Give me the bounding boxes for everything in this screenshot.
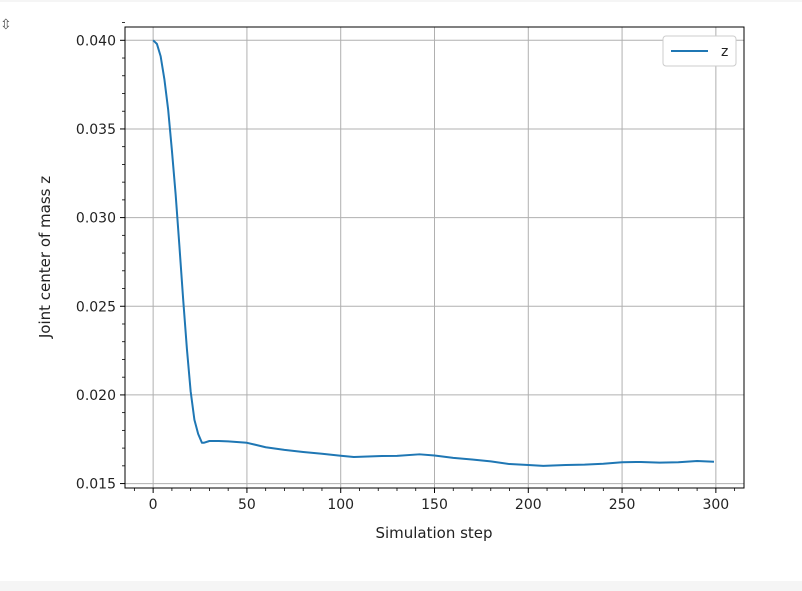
series-line-z [152, 39, 715, 467]
grid [125, 27, 744, 488]
legend-label: z [721, 44, 728, 60]
x-tick-label: 300 [702, 497, 729, 513]
x-tick-label: 100 [327, 497, 354, 513]
y-tick-label: 0.015 [76, 477, 116, 493]
ticks: 0 50 100 150 200 250 300 0.015 0.020 0.025 0.030 0.… [76, 22, 736, 513]
x-tick-label: 150 [421, 497, 448, 513]
series-lines [152, 39, 715, 467]
x-axis-label: Simulation step [375, 524, 492, 542]
cell-top-border [0, 0, 802, 2]
y-tick-label: 0.020 [76, 388, 116, 404]
y-tick-label: 0.025 [76, 299, 116, 315]
x-tick-label: 0 [149, 497, 158, 513]
expand-collapse-icon[interactable]: ⇳ [0, 17, 12, 33]
y-tick-label: 0.030 [76, 211, 116, 227]
y-tick-label: 0.035 [76, 122, 116, 138]
x-tick-label: 200 [515, 497, 542, 513]
cell-bottom-border [0, 581, 802, 591]
y-axis-label: Joint center of mass z [36, 176, 54, 339]
legend: z [662, 35, 737, 67]
x-tick-label: 50 [238, 497, 256, 513]
x-tick-label: 250 [609, 497, 636, 513]
y-tick-label: 0.040 [76, 33, 116, 49]
